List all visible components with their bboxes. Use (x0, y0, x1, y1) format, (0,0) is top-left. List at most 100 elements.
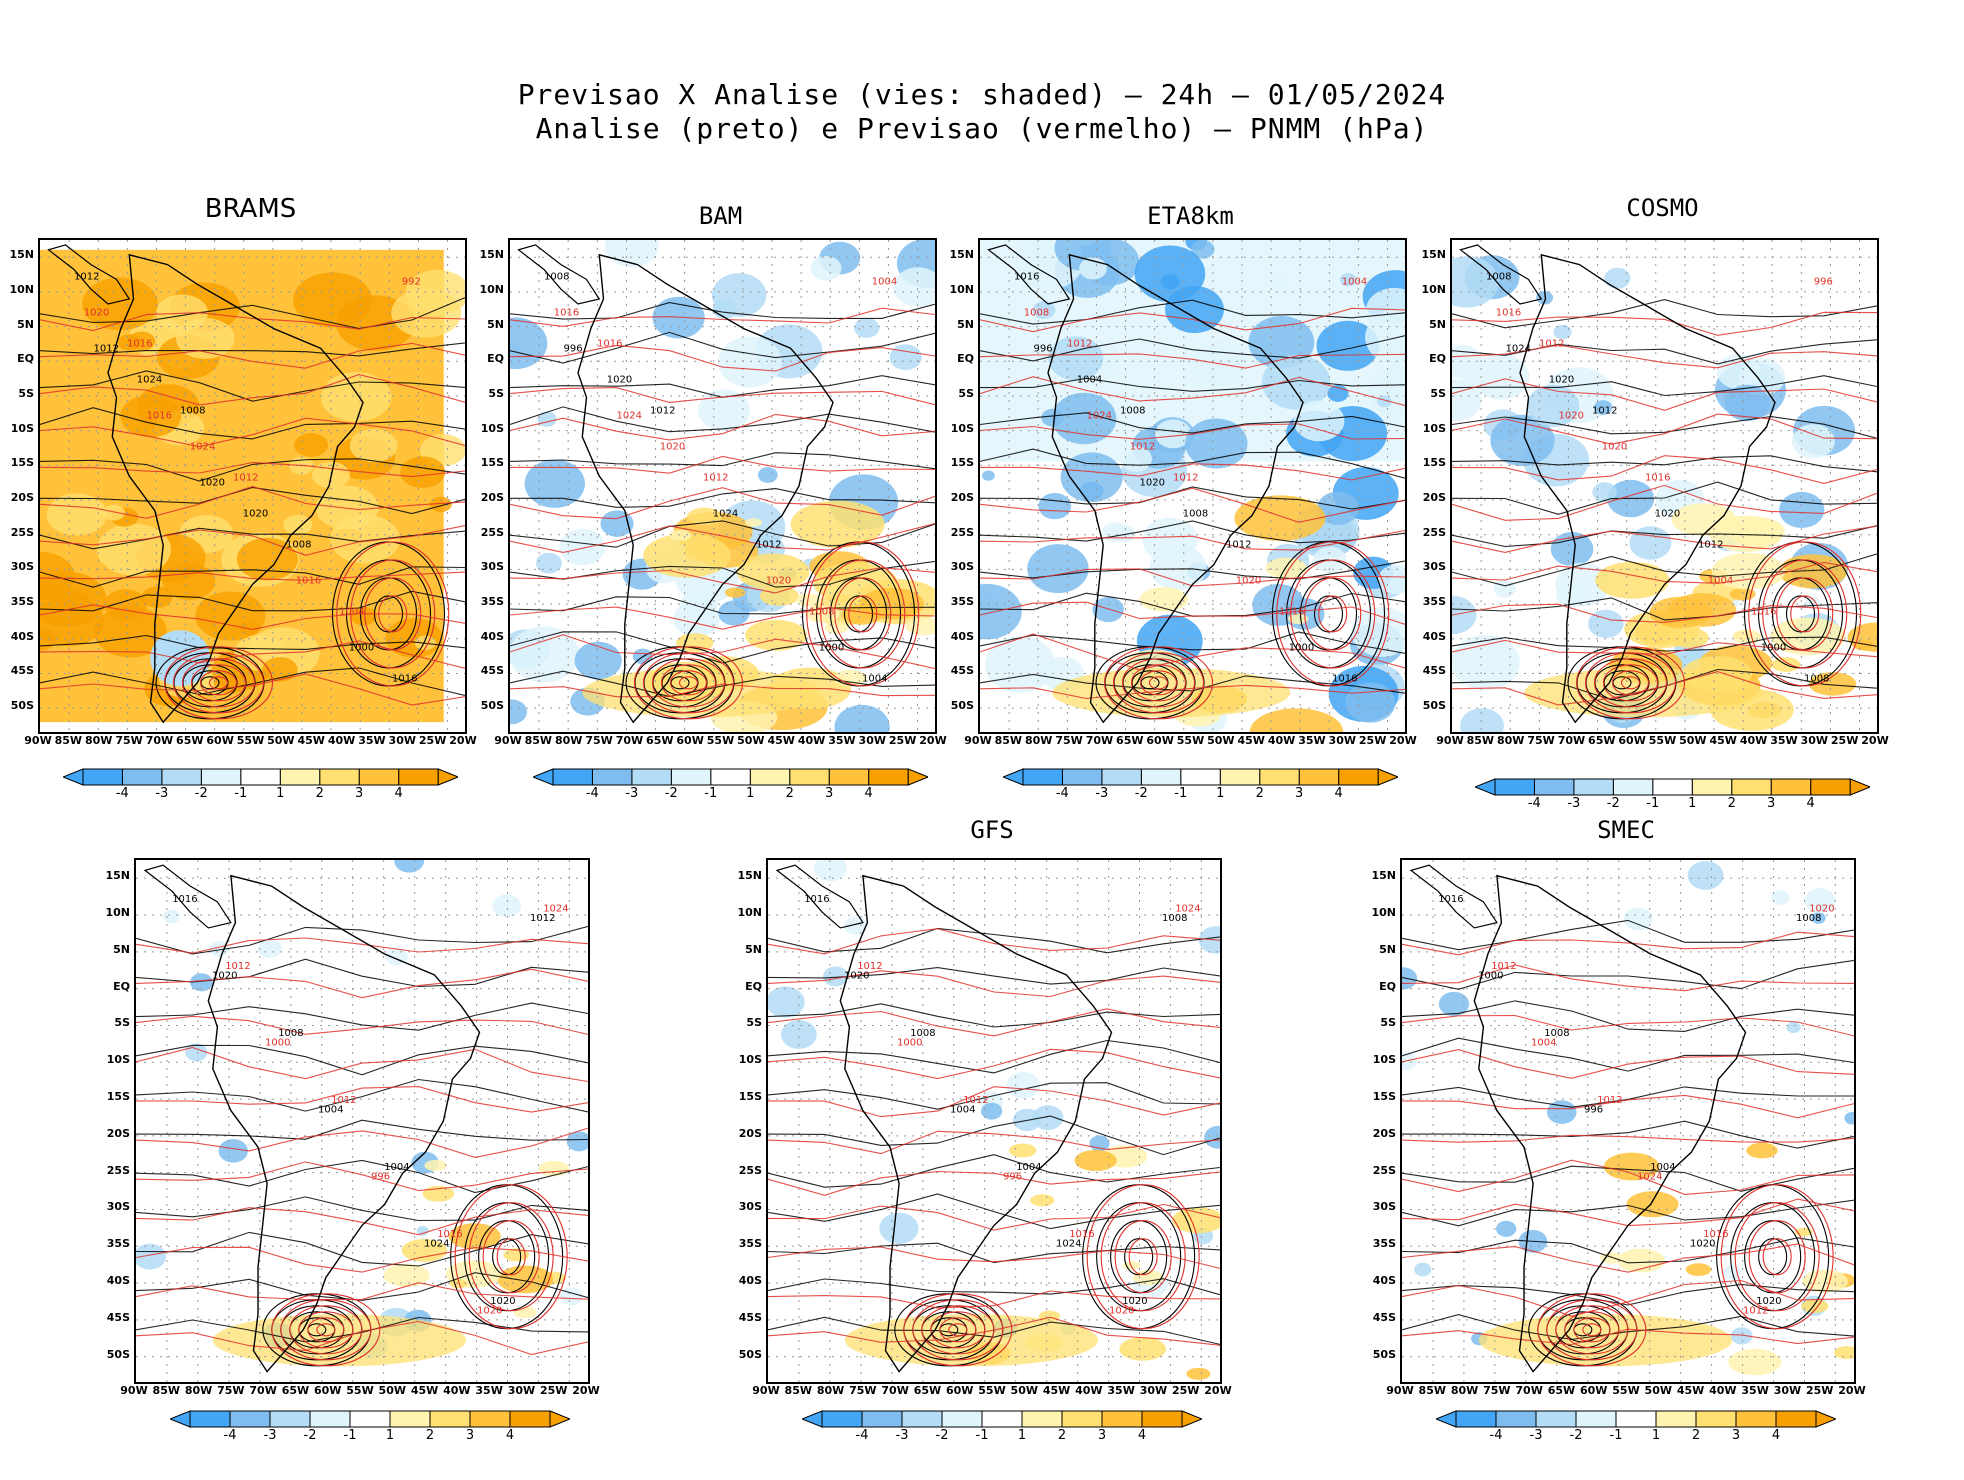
lat-tick-label: 30S (480, 560, 504, 574)
low-pressure-ring-forecast (190, 664, 247, 702)
isobar-forecast (768, 1048, 1220, 1080)
colorbar-swatch (821, 1410, 863, 1428)
isobar-forecast (1402, 1049, 1854, 1079)
colorbar-tick-label: 4 (864, 786, 873, 801)
colorbar-wrf: -4 -3 -2 -1 1 2 3 4 (168, 1410, 572, 1446)
lon-tick-label: 70W (1085, 734, 1114, 747)
lat-tick-label: 15N (1421, 248, 1446, 262)
bias-patch (600, 510, 634, 537)
lon-tick-label: 20W (1861, 734, 1889, 747)
isobar-analysis (40, 407, 465, 440)
lon-tick-label: 40W (1075, 1384, 1103, 1397)
bias-patch (604, 240, 659, 268)
isobar-label: 1020 (1549, 374, 1574, 385)
lat-tick-label: 50S (10, 699, 34, 713)
colorbar-swatch (1259, 768, 1300, 786)
isobar-forecast (980, 423, 1405, 440)
isobar-label: 1008 (809, 606, 834, 617)
map-frame-eta: 1016 1012 1008 1012 1012 1016 1016 1008 1004 1012… (978, 238, 1407, 734)
high-pressure-ring-forecast (1720, 1184, 1834, 1330)
isobar-label: 1016 (554, 307, 579, 318)
bias-patch (1801, 1299, 1829, 1314)
high-pressure-ring-forecast (1128, 1238, 1158, 1276)
isobar-label: 1020 (1655, 508, 1680, 519)
isobar-label: 1020 (1756, 1296, 1781, 1307)
map-svg-wrf: 1016101210081012100410161020102410201000… (136, 860, 588, 1382)
isobar-forecast (1402, 1279, 1854, 1317)
isobar-label: 996 (564, 343, 583, 354)
bias-patch (1030, 1194, 1055, 1207)
bias-patch (1185, 418, 1248, 469)
colorbar-svg (531, 768, 930, 786)
bias-patch (559, 528, 606, 566)
isobar-analysis (768, 1316, 1220, 1345)
bias-patch (668, 529, 692, 541)
lon-tick-label: 75W (585, 734, 613, 747)
isobar-analysis (136, 1002, 588, 1031)
colorbar-swatch (828, 768, 870, 786)
isobar-analysis (980, 299, 1405, 325)
lon-tick-label: 25W (888, 734, 917, 747)
isobar-label: 1016 (804, 894, 829, 905)
lon-tick-label: 45W (1676, 1384, 1705, 1397)
colorbar-swatch (670, 768, 712, 786)
bias-patch (349, 428, 398, 463)
bias-patch (768, 986, 805, 1018)
isobar-analysis (1402, 1165, 1854, 1192)
lat-tick-label: 30S (10, 560, 34, 574)
colorbar-swatch (941, 1410, 983, 1428)
bias-patch (1452, 595, 1477, 635)
low-pressure-ring-forecast (1139, 670, 1178, 696)
lon-tick-label: 75W (1483, 1384, 1511, 1397)
isobar-analysis (768, 1242, 1220, 1264)
lat-tick-label: 30S (950, 560, 974, 574)
bias-patch (136, 1243, 167, 1270)
lon-tick-label: 45W (1042, 1384, 1071, 1397)
colorbar-swatch (868, 768, 909, 786)
colorbar-tick-label: -2 (194, 786, 208, 801)
colorbar-tick-label: -1 (234, 786, 248, 801)
colorbar-swatch (398, 768, 439, 786)
isobar-label: 1004 (1077, 374, 1102, 385)
lat-tick-label: 10N (479, 282, 504, 296)
colorbar-swatch (1022, 768, 1063, 786)
lon-tick-label: 35W (1107, 1384, 1135, 1397)
map-panel-cosmo: COSMO 1008 1012 1012 1016 1012 1016 1008 1016 102… (1421, 194, 1888, 830)
isobar-label: 1024 (713, 508, 738, 519)
central-america-coastline (143, 864, 232, 929)
lon-tick-label: 55W (706, 734, 735, 747)
isobar-label: 992 (402, 276, 421, 287)
map-svg-bam: 1008 1016 1012 1012 1012 1008 1004 1016 1020 1020… (510, 240, 935, 732)
bias-patch (1402, 967, 1418, 990)
lat-tick-label: 5N (113, 942, 130, 956)
lat-tick-label: 35S (1422, 595, 1446, 609)
isobar-forecast (768, 1170, 1220, 1196)
isobar-forecast (40, 374, 465, 406)
lon-tick-label: 25W (1805, 1384, 1834, 1397)
low-pressure-ring-forecast (1148, 676, 1169, 690)
bias-patch (1786, 1021, 1801, 1034)
bias-patch (1623, 907, 1653, 931)
bias-patch (1438, 991, 1470, 1017)
bias-patch (1649, 596, 1712, 628)
lat-tick-label: 45S (106, 1310, 130, 1324)
bias-patch (1041, 408, 1064, 427)
isobar-label: 1012 (1226, 539, 1251, 550)
lat-tick-label: 40S (106, 1274, 130, 1288)
bias-patch (1595, 561, 1670, 599)
bias-patch (1139, 587, 1189, 612)
high-pressure-ring-forecast (1790, 595, 1820, 633)
colorbar-tick-label: -1 (704, 786, 718, 801)
colorbar-swatch (1533, 778, 1575, 796)
isobar-label: 1008 (910, 1028, 935, 1039)
isobar-analysis (768, 1115, 1220, 1156)
isobar-label: 1016 (1332, 673, 1357, 684)
isobar-label: 1008 (1544, 1028, 1569, 1039)
lon-tick-label: 50W (737, 734, 765, 747)
lon-tick-label: 80W (816, 1384, 845, 1397)
colorbar-swatch (1615, 1410, 1657, 1428)
colorbar-swatch (358, 768, 400, 786)
isobar-label: 1012 (1067, 338, 1092, 349)
bias-patch (1771, 890, 1790, 905)
isobar-label: 1012 (1491, 961, 1516, 972)
